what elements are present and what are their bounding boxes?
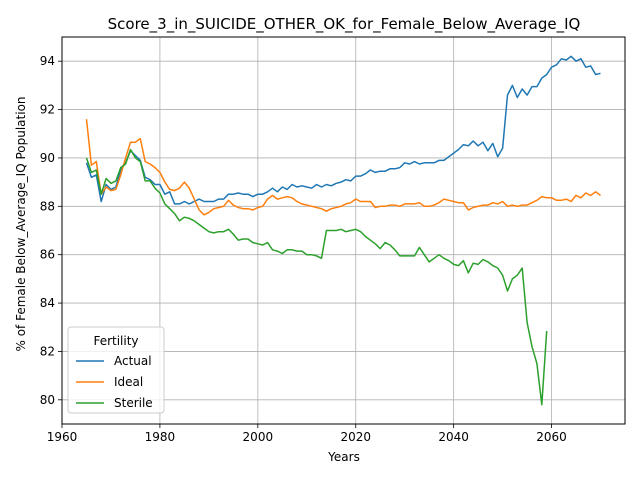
legend-label-ideal: Ideal <box>114 375 143 389</box>
y-tick-label: 90 <box>40 151 55 165</box>
series-line-sterile <box>85 148 548 406</box>
y-tick-label: 80 <box>40 393 55 407</box>
legend-label-sterile: Sterile <box>114 396 153 410</box>
x-tick-label: 2020 <box>340 430 371 444</box>
x-tick-label: 2000 <box>243 430 274 444</box>
legend-label-actual: Actual <box>114 354 152 368</box>
y-axis-label: % of Female Below_Average_IQ Population <box>14 96 28 351</box>
y-tick-label: 84 <box>40 296 55 310</box>
x-tick-label: 1980 <box>145 430 176 444</box>
y-tick-label: 92 <box>40 103 55 117</box>
plot-area-frame <box>61 36 626 425</box>
series-lines <box>85 55 601 406</box>
legend: Fertility Actual Ideal Sterile <box>67 326 165 414</box>
series-line-ideal <box>85 119 601 216</box>
x-axis-label: Years <box>327 450 360 464</box>
x-tick-label: 1960 <box>47 430 78 444</box>
chart-title: Score_3_in_SUICIDE_OTHER_OK_for_Female_B… <box>108 15 581 34</box>
y-tick-label: 94 <box>40 54 55 68</box>
legend-title: Fertility <box>93 334 138 348</box>
axis-ticks: 1960 1980 2000 2020 2040 2060 80 82 84 86 88 90 92 94 <box>40 54 567 444</box>
y-tick-label: 82 <box>40 344 55 358</box>
y-tick-label: 86 <box>40 248 55 262</box>
y-tick-label: 88 <box>40 199 55 213</box>
x-tick-label: 2060 <box>536 430 567 444</box>
legend-box <box>67 326 165 414</box>
series-line-actual <box>85 55 601 205</box>
x-tick-label: 2040 <box>438 430 469 444</box>
